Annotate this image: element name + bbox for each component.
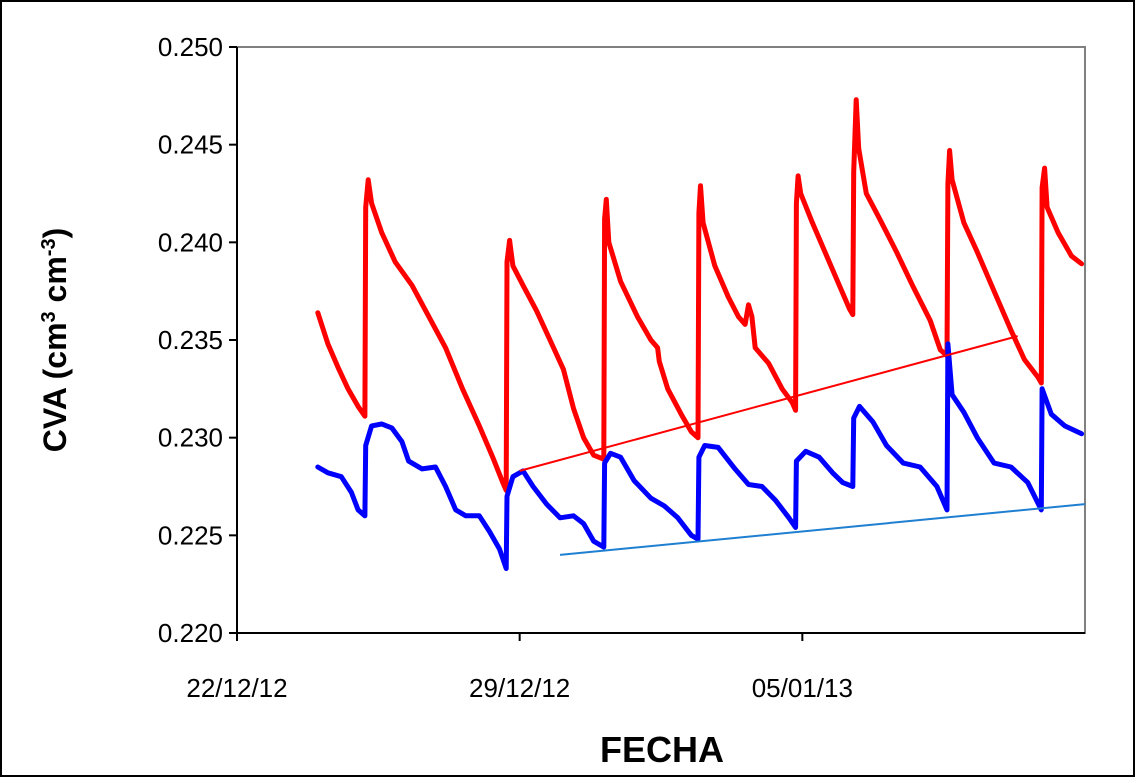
y-tick-label: 0.240 [158, 227, 223, 257]
red-series-line [315, 97, 1085, 493]
y-axis-title-part: CVA (cm [37, 322, 73, 452]
y-tick-label: 0.220 [158, 618, 223, 648]
y-tick-label: 0.245 [158, 130, 223, 160]
y-axis-title-part: ) [37, 228, 73, 239]
y-axis-title-superscript: -3 [38, 238, 60, 256]
x-tick-label: 05/01/13 [752, 673, 853, 703]
y-axis-title-part: cm [37, 256, 73, 311]
red-trendline [519, 335, 1018, 472]
plot-area [236, 46, 1086, 634]
blue-trendline [559, 503, 1086, 556]
y-axis: 0.220 0.225 0.230 0.235 0.240 0.245 0.250 [158, 32, 238, 648]
series-layer [315, 97, 1085, 571]
trendline-layer [519, 335, 1086, 556]
y-tick-label: 0.235 [158, 325, 223, 355]
y-tick-label: 0.250 [158, 32, 223, 62]
y-axis-title-superscript: 3 [38, 311, 60, 322]
x-tick-label: 29/12/12 [469, 673, 570, 703]
x-axis-title: FECHA [600, 729, 724, 770]
y-axis-title: CVA (cm3 cm-3) [37, 228, 73, 453]
y-tick-label: 0.225 [158, 520, 223, 550]
x-axis: 22/12/12 29/12/12 05/01/13 [186, 632, 1085, 703]
blue-series-line [315, 341, 1085, 571]
x-tick-label: 22/12/12 [186, 673, 287, 703]
y-tick-label: 0.230 [158, 423, 223, 453]
